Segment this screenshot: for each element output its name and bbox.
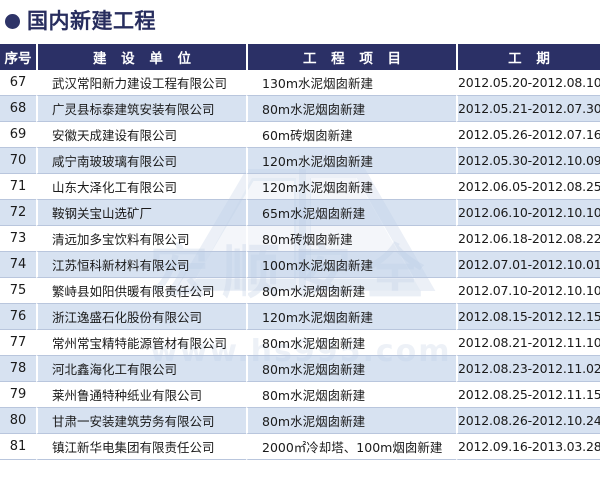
cell-period: 2012.08.15-2012.12.15 <box>456 304 600 330</box>
table-header: 序号 建 设 单 位 工 程 项 目 工 期 <box>0 44 600 70</box>
cell-unit: 广灵县标泰建筑安装有限公司 <box>36 96 246 122</box>
cell-unit: 甘肃一安装建筑劳务有限公司 <box>36 408 246 434</box>
cell-period: 2012.05.20-2012.08.10 <box>456 70 600 96</box>
column-header-period[interactable]: 工 期 <box>456 44 600 70</box>
projects-table-wrap: 序号 建 设 单 位 工 程 项 目 工 期 67 武汉常阳新力建设工程有限公司 1… <box>0 44 600 460</box>
cell-index: 74 <box>0 252 36 278</box>
cell-index: 80 <box>0 408 36 434</box>
table-row[interactable]: 80 甘肃一安装建筑劳务有限公司 80m水泥烟囱新建 2012.08.26-2012.… <box>0 408 600 434</box>
cell-period: 2012.08.26-2012.10.24 <box>456 408 600 434</box>
cell-unit: 镇江新华电集团有限责任公司 <box>36 434 246 460</box>
cell-unit: 江苏恒科新材料有限公司 <box>36 252 246 278</box>
cell-period: 2012.08.21-2012.11.10 <box>456 330 600 356</box>
cell-period: 2012.09.16-2013.03.28 <box>456 434 600 460</box>
cell-project: 80m砖烟囱新建 <box>246 226 456 252</box>
table-row[interactable]: 69 安徽天成建设有限公司 60m砖烟囱新建 2012.05.26-2012.07.1… <box>0 122 600 148</box>
cell-period: 2012.06.10-2012.10.10 <box>456 200 600 226</box>
cell-project: 80m水泥烟囱新建 <box>246 96 456 122</box>
cell-project: 80m水泥烟囱新建 <box>246 278 456 304</box>
cell-unit: 山东大泽化工有限公司 <box>36 174 246 200</box>
table-row[interactable]: 67 武汉常阳新力建设工程有限公司 130m水泥烟囱新建 2012.05.20-201… <box>0 70 600 96</box>
cell-index: 79 <box>0 382 36 408</box>
cell-period: 2012.07.10-2012.10.10 <box>456 278 600 304</box>
cell-project: 130m水泥烟囱新建 <box>246 70 456 96</box>
cell-project: 120m水泥烟囱新建 <box>246 148 456 174</box>
cell-project: 80m水泥烟囱新建 <box>246 382 456 408</box>
table-row[interactable]: 68 广灵县标泰建筑安装有限公司 80m水泥烟囱新建 2012.05.21-2012.… <box>0 96 600 122</box>
cell-index: 78 <box>0 356 36 382</box>
table-row[interactable]: 77 常州常宝精特能源管材有限公司 80m水泥烟囱新建 2012.08.21-2012… <box>0 330 600 356</box>
cell-index: 68 <box>0 96 36 122</box>
cell-period: 2012.05.26-2012.07.16 <box>456 122 600 148</box>
cell-period: 2012.06.18-2012.08.22 <box>456 226 600 252</box>
cell-index: 67 <box>0 70 36 96</box>
cell-project: 80m水泥烟囱新建 <box>246 356 456 382</box>
cell-period: 2012.07.01-2012.10.01 <box>456 252 600 278</box>
cell-index: 81 <box>0 434 36 460</box>
cell-project: 120m水泥烟囱新建 <box>246 304 456 330</box>
cell-index: 72 <box>0 200 36 226</box>
cell-unit: 清远加多宝饮料有限公司 <box>36 226 246 252</box>
column-header-project[interactable]: 工 程 项 目 <box>246 44 456 70</box>
cell-period: 2012.06.05-2012.08.25 <box>456 174 600 200</box>
table-row[interactable]: 72 鞍钢关宝山选矿厂 65m水泥烟囱新建 2012.06.10-2012.10.10 <box>0 200 600 226</box>
cell-project: 65m水泥烟囱新建 <box>246 200 456 226</box>
cell-unit: 咸宁南玻玻璃有限公司 <box>36 148 246 174</box>
table-row[interactable]: 73 清远加多宝饮料有限公司 80m砖烟囱新建 2012.06.18-2012.08.… <box>0 226 600 252</box>
table-row[interactable]: 78 河北鑫海化工有限公司 80m水泥烟囱新建 2012.08.23-2012.11.… <box>0 356 600 382</box>
cell-index: 75 <box>0 278 36 304</box>
cell-project: 60m砖烟囱新建 <box>246 122 456 148</box>
bullet-dot-icon <box>5 13 20 29</box>
cell-period: 2012.08.25-2012.11.15 <box>456 382 600 408</box>
cell-index: 73 <box>0 226 36 252</box>
cell-unit: 常州常宝精特能源管材有限公司 <box>36 330 246 356</box>
table-body: 67 武汉常阳新力建设工程有限公司 130m水泥烟囱新建 2012.05.20-201… <box>0 70 600 460</box>
cell-project: 100m水泥烟囱新建 <box>246 252 456 278</box>
cell-project: 2000㎡冷却塔、100m烟囱新建 <box>246 434 456 460</box>
cell-period: 2012.05.30-2012.10.09 <box>456 148 600 174</box>
table-header-row: 序号 建 设 单 位 工 程 项 目 工 期 <box>0 44 600 70</box>
cell-unit: 河北鑫海化工有限公司 <box>36 356 246 382</box>
table-row[interactable]: 74 江苏恒科新材料有限公司 100m水泥烟囱新建 2012.07.01-2012.1… <box>0 252 600 278</box>
cell-unit: 武汉常阳新力建设工程有限公司 <box>36 70 246 96</box>
table-row[interactable]: 71 山东大泽化工有限公司 120m水泥烟囱新建 2012.06.05-2012.08… <box>0 174 600 200</box>
table-row[interactable]: 75 繁峙县如阳供暖有限责任公司 80m水泥烟囱新建 2012.07.10-2012.… <box>0 278 600 304</box>
cell-period: 2012.05.21-2012.07.30 <box>456 96 600 122</box>
cell-unit: 繁峙县如阳供暖有限责任公司 <box>36 278 246 304</box>
cell-index: 71 <box>0 174 36 200</box>
cell-period: 2012.08.23-2012.11.02 <box>456 356 600 382</box>
cell-project: 80m水泥烟囱新建 <box>246 408 456 434</box>
column-header-index[interactable]: 序号 <box>0 44 36 70</box>
cell-unit: 安徽天成建设有限公司 <box>36 122 246 148</box>
table-row[interactable]: 70 咸宁南玻玻璃有限公司 120m水泥烟囱新建 2012.05.30-2012.10… <box>0 148 600 174</box>
cell-index: 76 <box>0 304 36 330</box>
cell-index: 70 <box>0 148 36 174</box>
cell-index: 77 <box>0 330 36 356</box>
cell-unit: 浙江逸盛石化股份有限公司 <box>36 304 246 330</box>
cell-unit: 莱州鲁通特种纸业有限公司 <box>36 382 246 408</box>
table-row[interactable]: 76 浙江逸盛石化股份有限公司 120m水泥烟囱新建 2012.08.15-2012.… <box>0 304 600 330</box>
cell-unit: 鞍钢关宝山选矿厂 <box>36 200 246 226</box>
page-title: 国内新建工程 <box>0 0 600 42</box>
cell-project: 80m水泥烟囱新建 <box>246 330 456 356</box>
projects-table: 序号 建 设 单 位 工 程 项 目 工 期 67 武汉常阳新力建设工程有限公司 1… <box>0 44 600 460</box>
column-header-unit[interactable]: 建 设 单 位 <box>36 44 246 70</box>
cell-project: 120m水泥烟囱新建 <box>246 174 456 200</box>
table-row[interactable]: 79 莱州鲁通特种纸业有限公司 80m水泥烟囱新建 2012.08.25-2012.1… <box>0 382 600 408</box>
cell-index: 69 <box>0 122 36 148</box>
table-row[interactable]: 81 镇江新华电集团有限责任公司 2000㎡冷却塔、100m烟囱新建 2012.09.… <box>0 434 600 460</box>
page-title-text: 国内新建工程 <box>27 8 156 33</box>
